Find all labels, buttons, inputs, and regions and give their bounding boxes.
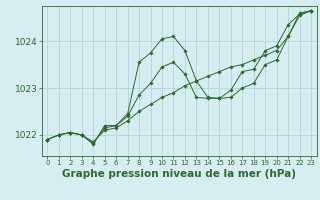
X-axis label: Graphe pression niveau de la mer (hPa): Graphe pression niveau de la mer (hPa) [62,169,296,179]
